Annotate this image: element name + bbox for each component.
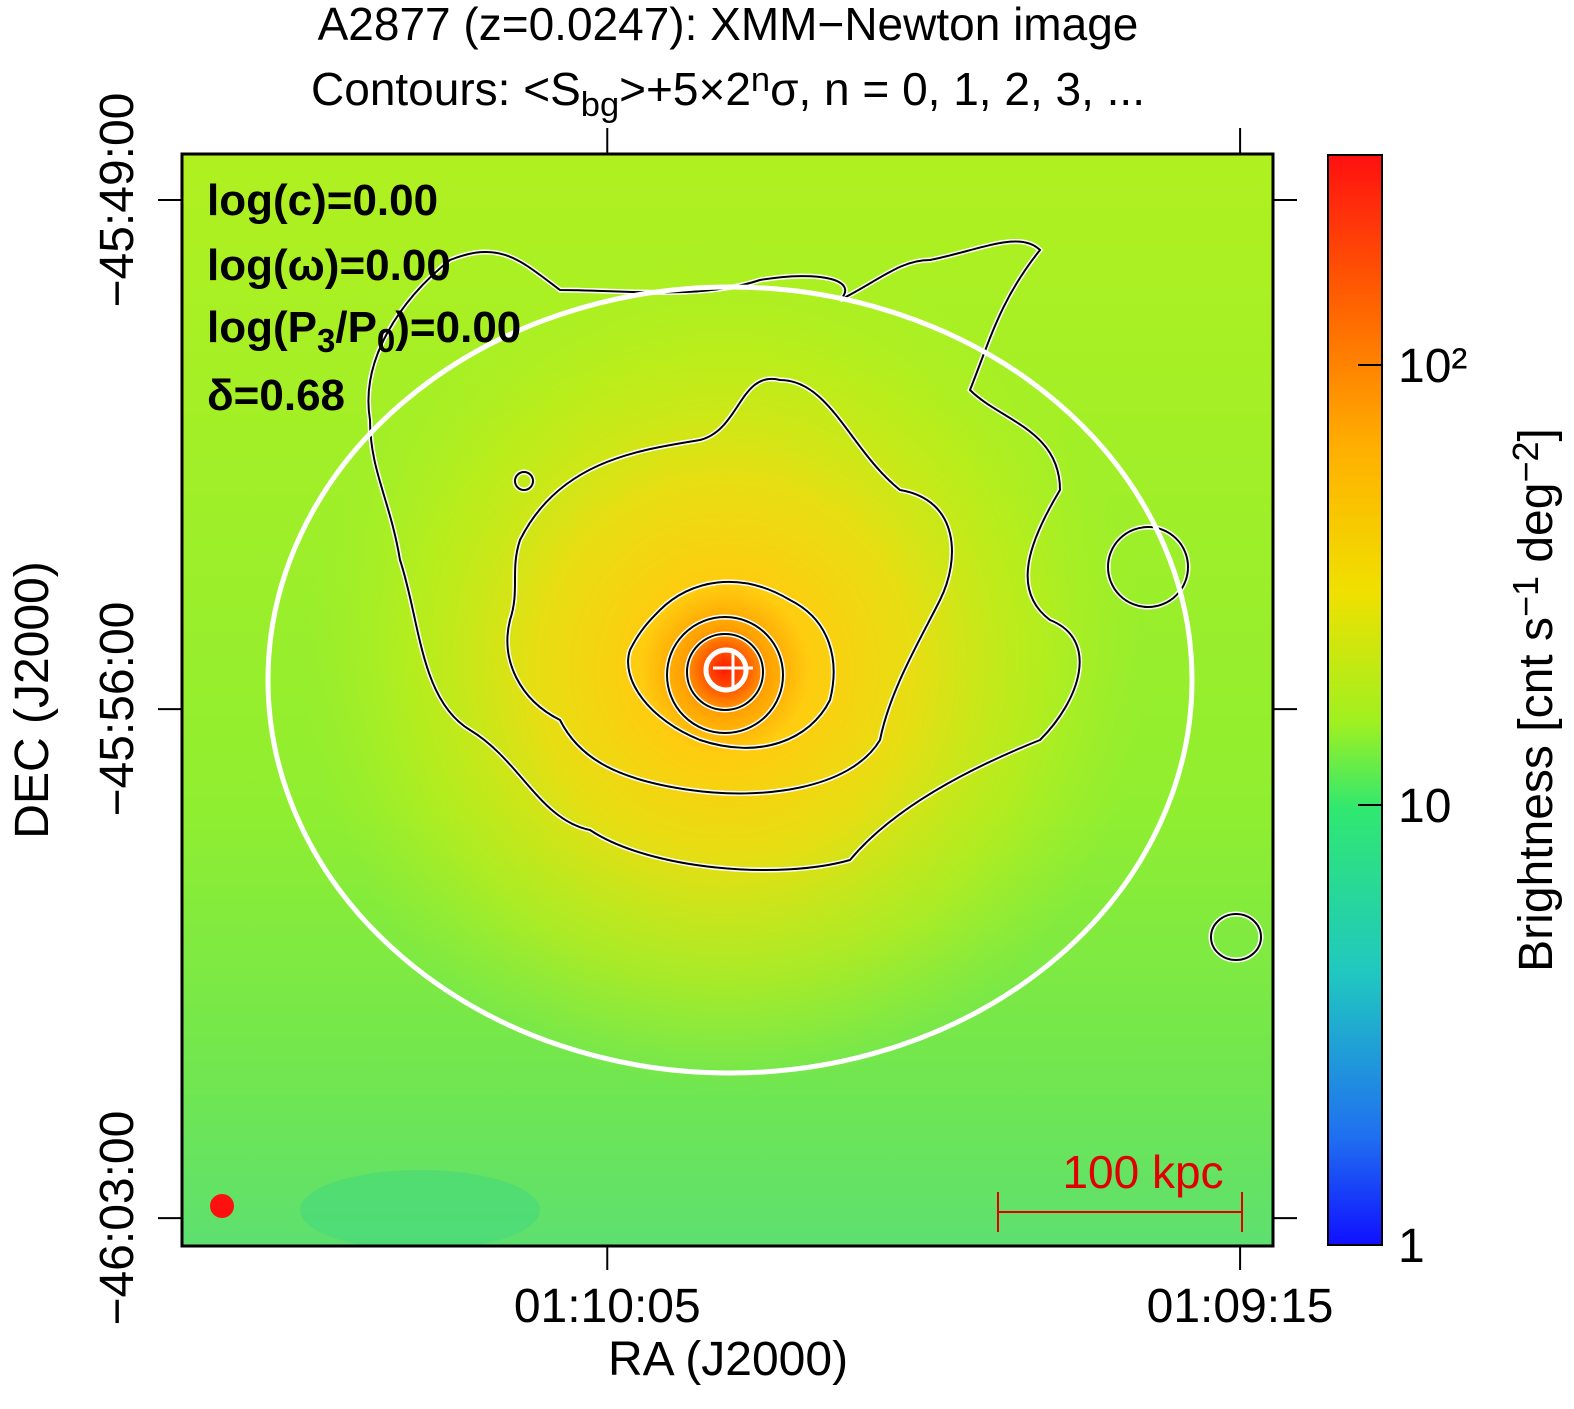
text-part: 0 — [377, 322, 395, 359]
scale-bar — [997, 1192, 1243, 1232]
text-part: deg — [1510, 483, 1563, 576]
beam — [210, 1194, 234, 1218]
contours — [366, 238, 1264, 963]
text-part: Brightness [cnt s — [1510, 617, 1563, 972]
text-part: >+5×2 — [619, 63, 751, 115]
y-tick-label: −45:56:00 — [91, 602, 144, 817]
text-part: 3 — [317, 322, 335, 359]
text-part: ] — [1510, 428, 1563, 441]
y-axis-label: DEC (J2000) — [6, 561, 59, 838]
x-axis-label: RA (J2000) — [608, 1333, 848, 1386]
text-group: log(P3/P0)=0.00 — [207, 303, 521, 359]
center-cross — [713, 650, 753, 690]
text-part: )=0.00 — [395, 303, 521, 352]
colorbar-tick-label: 10² — [1398, 340, 1467, 393]
text-part: log(P — [207, 303, 317, 352]
chart-title: A2877 (z=0.0247): XMM−Newton image — [318, 0, 1139, 50]
text-part: −2 — [1505, 442, 1546, 483]
text-part: bg — [581, 86, 619, 124]
text-group: log(c)=0.00 — [207, 176, 438, 225]
colorbar-tick-label: 1 — [1398, 1220, 1425, 1273]
text-group: Brightness [cnt s−1 deg−2] — [1505, 428, 1563, 972]
plot-frame — [180, 152, 1275, 1248]
colorbar — [1327, 154, 1383, 1246]
x-tick-label: 01:10:05 — [514, 1280, 701, 1333]
y-tick-label: −45:49:00 — [91, 93, 144, 308]
text-part: /P — [335, 303, 377, 352]
text-part: δ=0.68 — [207, 371, 345, 420]
text-group: log(ω)=0.00 — [207, 241, 451, 290]
text-part: log(ω)=0.00 — [207, 241, 451, 290]
region-ellipse — [265, 284, 1195, 1076]
text-group: δ=0.68 — [207, 371, 345, 420]
text-part: Contours: <S — [311, 63, 581, 115]
y-tick-label: −46:03:00 — [91, 1111, 144, 1326]
text-group: Contours: <Sbg>+5×2nσ, n = 0, 1, 2, 3, .… — [311, 61, 1145, 124]
text-part: log(c)=0.00 — [207, 176, 438, 225]
text-part: −1 — [1505, 576, 1546, 617]
scale-bar-label: 100 kpc — [1062, 1146, 1223, 1198]
x-tick-label: 01:09:15 — [1147, 1280, 1334, 1333]
text-part: n — [751, 61, 770, 99]
image — [182, 154, 1273, 1246]
colorbar-tick-label: 10 — [1398, 780, 1451, 833]
text-part: σ, n = 0, 1, 2, 3, ... — [770, 63, 1145, 115]
